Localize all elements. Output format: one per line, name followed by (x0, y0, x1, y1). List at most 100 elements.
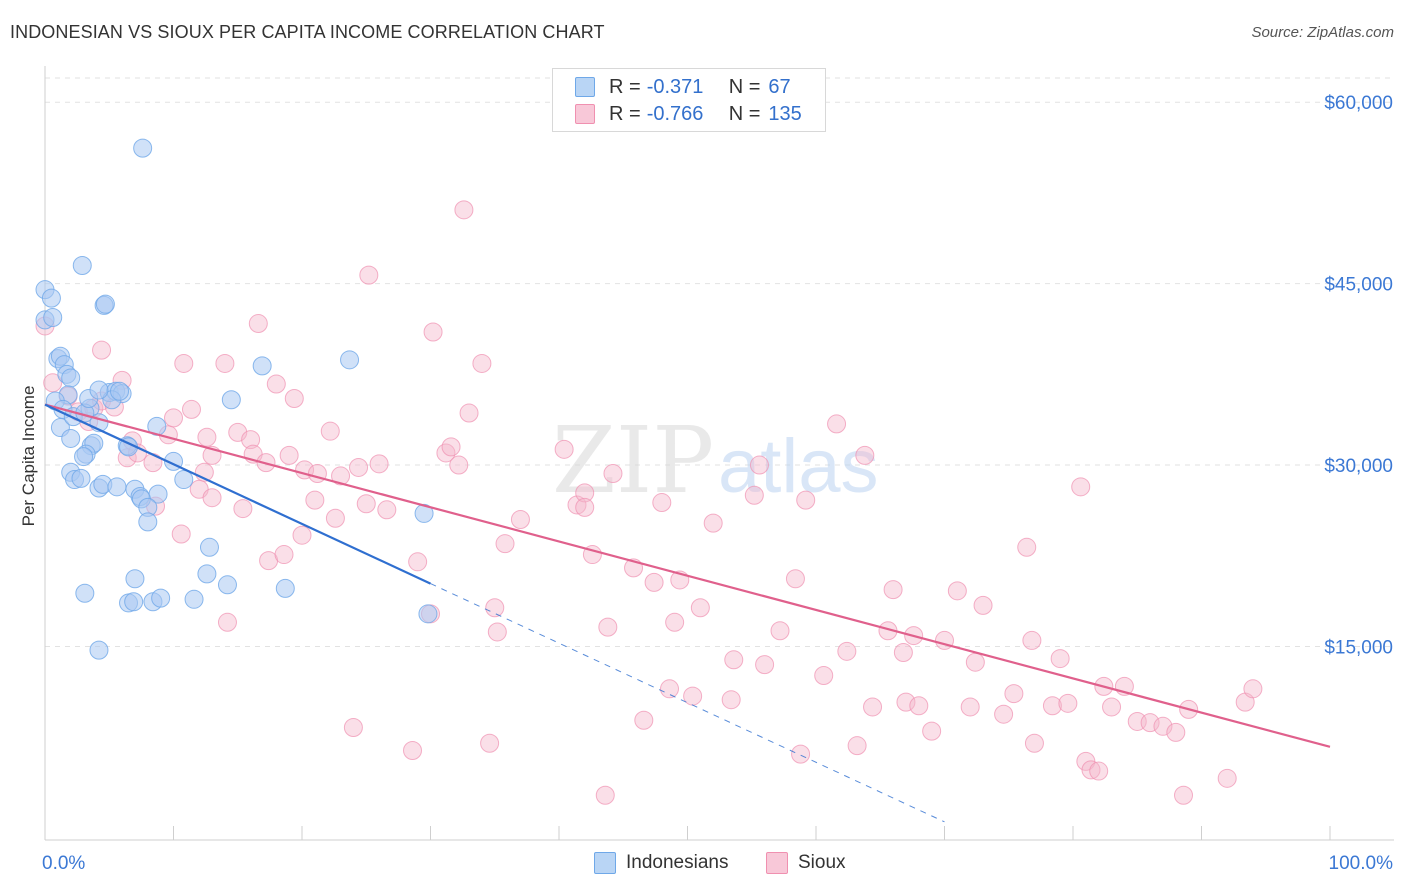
sioux-point (454, 200, 474, 220)
sioux-point (197, 427, 217, 447)
sioux-point (1243, 679, 1263, 699)
sioux-point (603, 464, 623, 484)
indonesian-point (61, 428, 81, 448)
sioux-point (92, 340, 112, 360)
trend-lines (44, 403, 1331, 823)
sioux-point (369, 454, 389, 474)
sioux-point (973, 595, 993, 615)
legend-item-sioux[interactable]: Sioux (766, 852, 846, 874)
sioux-point (174, 353, 194, 373)
sioux-point (284, 389, 304, 409)
sioux-point (202, 488, 222, 508)
sioux-point (510, 509, 530, 529)
indonesian-trend-extension (430, 583, 945, 823)
indonesian-points (35, 138, 438, 660)
sioux-point (359, 265, 379, 285)
sioux-point (575, 497, 595, 517)
sioux-point (567, 495, 587, 515)
n-label: N = (728, 75, 761, 98)
sioux-point (644, 572, 664, 592)
y-tick-labels: $15,000 $30,000 $45,000 $60,000 (1324, 93, 1393, 658)
indonesian-point (174, 470, 194, 490)
sioux-point (241, 430, 261, 450)
y-tick-label: $60,000 (1324, 93, 1393, 114)
r-value: -0.766 (646, 102, 704, 125)
r-label: R = (609, 75, 641, 98)
sioux-point (595, 785, 615, 805)
indonesian-point (74, 447, 94, 467)
x-tick-label: 100.0% (1329, 853, 1394, 874)
sioux-point (960, 697, 980, 717)
indonesian-point (75, 583, 95, 603)
sioux-point (837, 641, 857, 661)
n-label: N = (728, 102, 761, 125)
indonesian-point (138, 512, 158, 532)
sioux-point (1022, 630, 1042, 650)
y-tick-label: $15,000 (1324, 637, 1393, 658)
indonesian-point (110, 381, 130, 401)
sioux-point (403, 740, 423, 760)
sioux-point (349, 457, 369, 477)
indonesian-point (71, 468, 91, 488)
sioux-point (796, 490, 816, 510)
indonesian-point (197, 564, 217, 584)
indonesian-point (275, 578, 295, 598)
sioux-point (847, 736, 867, 756)
indonesian-point (151, 588, 171, 608)
sioux-point (893, 643, 913, 663)
sioux-point (472, 353, 492, 373)
sioux-point (1081, 760, 1101, 780)
sioux-point (436, 443, 456, 463)
sioux-point (863, 697, 883, 717)
r-value: -0.371 (646, 75, 704, 98)
legend-item-indonesians[interactable]: Indonesians (594, 852, 728, 874)
legend-label: Sioux (798, 852, 846, 873)
sioux-point (724, 650, 744, 670)
indonesian-point (61, 368, 81, 388)
sioux-point (441, 437, 461, 457)
series-legend: Indonesians Sioux (0, 852, 1406, 878)
sioux-point (965, 652, 985, 672)
sioux-point (487, 622, 507, 642)
sioux-point (703, 513, 723, 533)
sioux-point (1071, 477, 1091, 497)
indonesian-point (89, 380, 109, 400)
x-tick-label: 0.0% (42, 853, 85, 874)
sioux-point (814, 666, 834, 686)
sioux-point (320, 421, 340, 441)
sioux-point (485, 598, 505, 618)
sioux-point (1089, 761, 1109, 781)
sioux-point (331, 466, 351, 486)
sioux-point (1042, 696, 1062, 716)
sioux-point (721, 690, 741, 710)
sioux-point (1140, 713, 1160, 733)
sioux-point (683, 686, 703, 706)
sioux-points (35, 200, 1263, 805)
sioux-point (855, 445, 875, 465)
sioux-point (143, 453, 163, 473)
sioux-point (909, 696, 929, 716)
chart-title: INDONESIAN VS SIOUX PER CAPITA INCOME CO… (10, 22, 605, 42)
sioux-point (1217, 768, 1237, 788)
axes (44, 66, 1394, 841)
sioux-point (449, 455, 469, 475)
sioux-point (922, 721, 942, 741)
sioux-point (292, 525, 312, 545)
sioux-point (1050, 649, 1070, 669)
grid-lines (45, 77, 1394, 647)
sioux-point (660, 679, 680, 699)
indonesian-point (252, 356, 272, 376)
sioux-point (791, 744, 811, 764)
sioux-point (1166, 722, 1186, 742)
indonesian-point (217, 575, 237, 595)
sioux-point (171, 524, 191, 544)
sioux-point (665, 612, 685, 632)
sioux-point (215, 353, 235, 373)
sioux-point (495, 534, 515, 554)
sioux-point (233, 499, 253, 519)
sioux-point (408, 552, 428, 572)
legend-swatch-blue (575, 77, 595, 97)
legend-label: Indonesians (626, 852, 729, 873)
correlation-legend: R = -0.371 N = 67 R = -0.766 N = 135 (552, 68, 826, 132)
